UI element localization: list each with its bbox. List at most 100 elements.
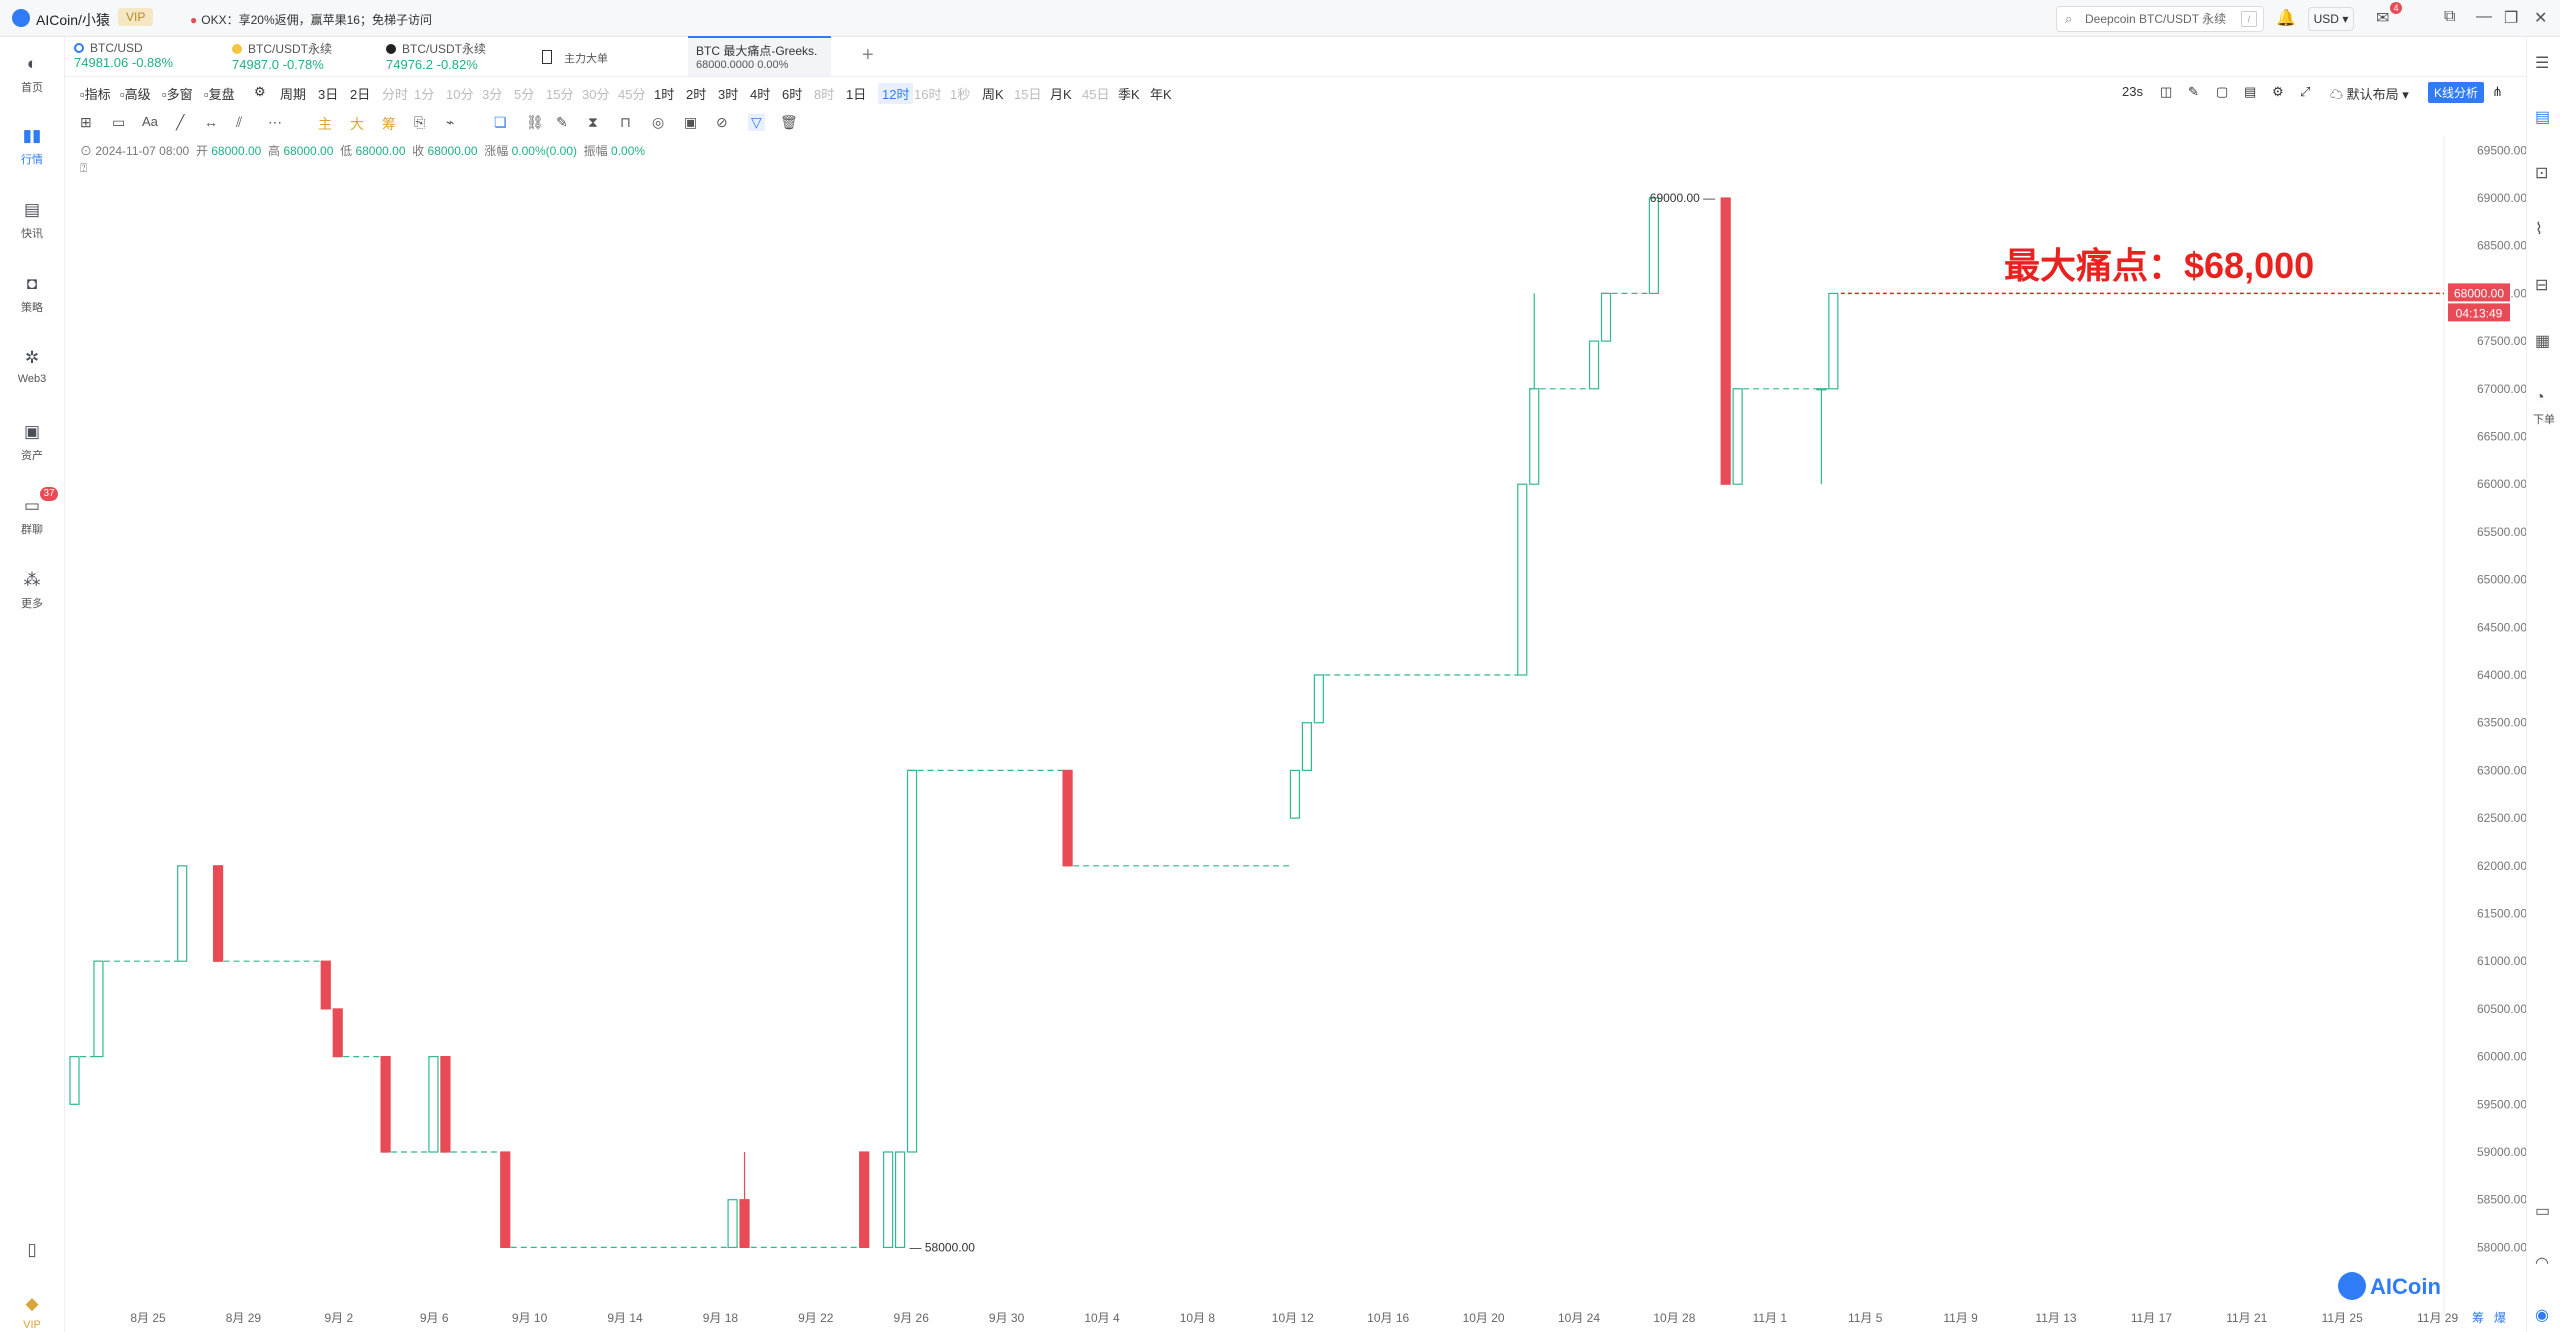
magnet-tool-icon[interactable]: ⊘ bbox=[716, 114, 728, 130]
link-tool-icon[interactable]: ⛓ bbox=[526, 114, 544, 130]
toolbar-button[interactable]: ▫指标 bbox=[80, 87, 111, 102]
period-3[interactable]: 1分 bbox=[414, 87, 435, 102]
period-9[interactable]: 45分 bbox=[618, 87, 646, 102]
rectangle-tool-icon[interactable]: ▭ bbox=[112, 114, 126, 130]
text-tool-icon[interactable]: Aa bbox=[142, 114, 158, 129]
chart-type-icon[interactable]: ⚙ bbox=[254, 84, 266, 99]
period-6[interactable]: 5分 bbox=[514, 87, 535, 102]
compare-tool-icon[interactable]: ⎘ bbox=[414, 114, 426, 130]
camera-icon[interactable]: ◫ bbox=[2160, 84, 2173, 99]
period-7[interactable]: 15分 bbox=[546, 87, 574, 102]
period-12[interactable]: 3时 bbox=[718, 87, 739, 102]
period-24[interactable]: 季K bbox=[1118, 87, 1140, 102]
calendar-icon[interactable]: ▤ bbox=[2244, 84, 2257, 99]
sidebar-item-assets[interactable]: ▣ 资产 bbox=[0, 421, 64, 463]
trash-tool-icon[interactable]: 🗑 bbox=[780, 114, 798, 130]
sidebar-item-device[interactable]: ▯ bbox=[0, 1239, 64, 1265]
period-14[interactable]: 6时 bbox=[782, 87, 803, 102]
ticker-tab[interactable]: BTC/USDT永续 74987.0 -0.78% bbox=[232, 40, 332, 72]
maximize-icon[interactable]: ❐ bbox=[2504, 10, 2519, 27]
toolbar-button[interactable]: ▫复盘 bbox=[204, 87, 235, 102]
price-chart[interactable]: 58000.00 58500.00 59000.00 59500.00 60000.00… bbox=[64, 136, 2560, 1332]
bell-icon[interactable]: 🔔 bbox=[2276, 10, 2296, 27]
period-22[interactable]: 月K bbox=[1050, 87, 1072, 102]
more-tools-icon[interactable]: ⋯ bbox=[268, 114, 282, 130]
period-5[interactable]: 3分 bbox=[482, 87, 503, 102]
period-0[interactable]: 3日 bbox=[318, 87, 339, 102]
period-17[interactable]: 12时 bbox=[878, 83, 914, 104]
period-18[interactable]: 16时 bbox=[914, 87, 942, 102]
filter-tool-icon[interactable]: ▽ bbox=[748, 114, 765, 131]
ticker-tab[interactable]: 主力大单 bbox=[542, 50, 608, 66]
ticker-tab-active[interactable]: BTC 最大痛点-Greeks. 68000.0000 0.00% bbox=[688, 36, 832, 76]
period-4[interactable]: 10分 bbox=[446, 87, 474, 102]
orderbook-icon[interactable]: ☰ bbox=[2535, 55, 2550, 72]
channel-tool-icon[interactable]: ⫽ bbox=[236, 114, 243, 130]
period-1[interactable]: 2日 bbox=[350, 87, 371, 102]
chip-tool[interactable]: 筹 bbox=[382, 116, 396, 132]
sidebar-item-home[interactable]: ◐ 首页 bbox=[0, 53, 64, 95]
period-10[interactable]: 1时 bbox=[654, 87, 675, 102]
popout-icon[interactable]: ⧉ bbox=[2444, 8, 2456, 25]
toolbar-button[interactable]: ▫多窗 bbox=[162, 87, 193, 102]
main-force-tool[interactable]: 主 bbox=[318, 116, 332, 132]
screenshot-tool-icon[interactable]: ▣ bbox=[684, 114, 698, 130]
calc-icon[interactable]: ⊡ bbox=[2535, 165, 2549, 182]
period-19[interactable]: 1秒 bbox=[950, 87, 971, 102]
sidebar-item-vip[interactable]: ◆ VIP bbox=[0, 1293, 64, 1331]
sidebar-item-market[interactable]: ▮▮ 行情 bbox=[0, 125, 64, 167]
vip-badge[interactable]: VIP bbox=[118, 8, 154, 26]
depth-icon[interactable]: ⌇ bbox=[2535, 221, 2543, 238]
minimize-icon[interactable]: — bbox=[2476, 8, 2492, 25]
collapse-icon[interactable]: ⊙ bbox=[80, 144, 93, 158]
brush-tool-icon[interactable]: ✎ bbox=[556, 114, 568, 130]
line-tool-icon[interactable]: ╱ bbox=[176, 114, 185, 130]
copy-tool-icon[interactable]: ❏ bbox=[494, 114, 507, 130]
sidebar-item-more[interactable]: ⁂ 更多 bbox=[0, 569, 64, 611]
period-13[interactable]: 4时 bbox=[750, 87, 771, 102]
lock-tool-icon[interactable]: ⊓ bbox=[620, 114, 631, 130]
sidebar-item-news[interactable]: ▤ 快讯 bbox=[0, 199, 64, 241]
card-icon[interactable]: ▦ bbox=[2535, 333, 2551, 350]
period-label[interactable]: 周期 bbox=[280, 87, 307, 102]
chat-bot-icon[interactable]: ◉ bbox=[2535, 1307, 2549, 1324]
sidebar-item-strategy[interactable]: ◘ 策略 bbox=[0, 273, 64, 315]
candle-tool-icon[interactable]: ⧗ bbox=[588, 114, 598, 130]
sidebar-item-chat[interactable]: ▭ 37 群聊 bbox=[0, 487, 64, 537]
list-icon[interactable]: ▤ bbox=[2535, 109, 2551, 126]
window-icon[interactable]: ▭ bbox=[2535, 1203, 2551, 1220]
alarm-icon[interactable]: ◠ bbox=[2535, 1255, 2549, 1272]
order-icon[interactable]: ◔ bbox=[2535, 389, 2545, 406]
period-21[interactable]: 15日 bbox=[1014, 87, 1042, 102]
kline-analysis-button[interactable]: K线分析 bbox=[2428, 82, 2485, 103]
toolbar-button[interactable]: ▫高级 bbox=[120, 87, 151, 102]
fullscreen-icon[interactable]: ⤢ bbox=[2300, 84, 2311, 99]
big-order-tool[interactable]: 大 bbox=[350, 116, 364, 132]
eye-tool-icon[interactable]: ◎ bbox=[652, 114, 665, 130]
share-icon[interactable]: ⋔ bbox=[2492, 84, 2503, 99]
period-15[interactable]: 8时 bbox=[814, 87, 835, 102]
crosshair-tool-icon[interactable]: ⊞ bbox=[80, 114, 92, 130]
layout-select[interactable]: ☁ 默认布局 ▾ bbox=[2330, 87, 2409, 102]
ticker-tab[interactable]: BTC/USDT永续 74976.2 -0.82% bbox=[386, 40, 486, 72]
period-2[interactable]: 分时 bbox=[382, 87, 409, 102]
settings-icon[interactable]: ⚙ bbox=[2272, 84, 2284, 99]
add-tab-icon[interactable]: + bbox=[862, 44, 874, 66]
currency-select[interactable]: USD ▾ bbox=[2308, 7, 2354, 31]
ticker-tab[interactable]: BTC/USD 74981.06 -0.88% bbox=[74, 40, 173, 70]
close-icon[interactable]: ✕ bbox=[2534, 10, 2548, 27]
period-8[interactable]: 30分 bbox=[582, 87, 610, 102]
pen-icon[interactable]: ✎ bbox=[2188, 84, 2199, 99]
indicator-icon[interactable]: ⊟ bbox=[2535, 277, 2549, 294]
period-25[interactable]: 年K bbox=[1150, 87, 1172, 102]
comment-icon[interactable]: ▢ bbox=[2216, 84, 2229, 99]
mail-icon[interactable]: ✉ bbox=[2376, 10, 2390, 27]
aicoin-logo-icon[interactable] bbox=[12, 9, 30, 27]
sidebar-item-web3[interactable]: ✲ Web3 bbox=[0, 347, 64, 385]
help-icon[interactable]: ⍰ bbox=[80, 161, 88, 175]
period-20[interactable]: 周K bbox=[982, 87, 1004, 102]
ray-tool-icon[interactable]: ↔ bbox=[204, 114, 218, 130]
search-input[interactable]: ⌕ Deepcoin BTC/USDT 永续 / bbox=[2056, 6, 2264, 32]
period-11[interactable]: 2时 bbox=[686, 87, 707, 102]
promo-notice[interactable]: ● OKX：享20%返佣，赢苹果16；免梯子访问 bbox=[190, 11, 432, 28]
